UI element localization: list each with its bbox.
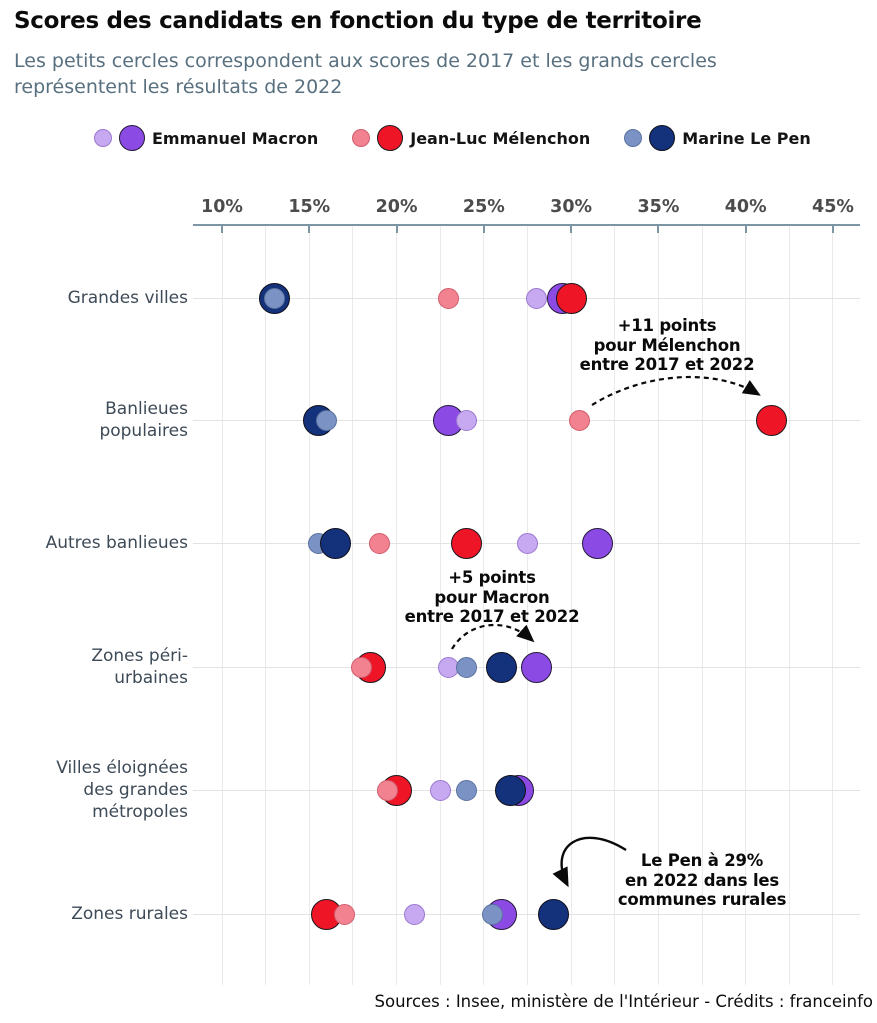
gridline: [396, 226, 398, 985]
dot-macron-2017: [516, 532, 538, 554]
row-label: Banlieues populaires: [99, 399, 188, 441]
dot-lepen-2017: [263, 287, 285, 309]
dot-lepen-2022: [319, 527, 351, 559]
dot-lepen-2017: [455, 779, 477, 801]
dot-melenchon-2022: [555, 282, 587, 314]
row-guide-line: [193, 420, 860, 421]
axis-tick-label: 10%: [201, 197, 243, 217]
dot-melenchon-2017: [569, 409, 591, 431]
axis-tick: [482, 224, 485, 233]
legend-dot-macron-2022: [119, 125, 145, 151]
dot-lepen-2022: [538, 898, 570, 930]
axis-tick: [744, 224, 747, 233]
source-credits: Sources : Insee, ministère de l'Intérieu…: [374, 992, 874, 1011]
chart-subtitle: Les petits cercles correspondent aux sco…: [14, 50, 717, 98]
axis-tick-label: 40%: [724, 197, 767, 217]
legend-dot-melenchon-2017: [352, 129, 371, 147]
gridline: [657, 226, 659, 985]
dot-melenchon-2017: [351, 656, 373, 678]
gridline: [745, 226, 747, 985]
legend-dot-lepen-2022: [649, 125, 676, 151]
legend-label: Jean-Luc Mélenchon: [410, 128, 591, 148]
legend-item-macron: Emmanuel Macron: [94, 125, 318, 151]
axis-tick: [308, 224, 311, 233]
gridline: [265, 226, 267, 985]
gridline: [614, 226, 616, 985]
legend-label: Marine Le Pen: [682, 128, 811, 148]
row-label: Villes éloignées des grandes métropoles: [56, 758, 188, 822]
arrow-melenchon-dashed: [591, 375, 761, 406]
gridline: [221, 226, 223, 985]
legend-item-melenchon: Jean-Luc Mélenchon: [352, 125, 590, 151]
gridline: [439, 226, 441, 985]
legend-item-lepen: Marine Le Pen: [624, 125, 811, 151]
annotation-melenchon: +11 points pour Mélenchon entre 2017 et …: [579, 316, 755, 374]
arrow-macron-dashed: [451, 623, 535, 650]
dot-melenchon-2017: [377, 779, 399, 801]
axis-tick-label: 25%: [462, 197, 505, 217]
legend-dot-lepen-2017: [624, 129, 643, 147]
axis-tick-label: 30%: [550, 197, 593, 217]
dot-lepen-2022: [494, 774, 526, 806]
row-guide-line: [193, 914, 860, 915]
dot-melenchon-2017: [368, 532, 390, 554]
annotation-macron: +5 points pour Macron entre 2017 et 2022: [404, 568, 580, 626]
axis-tick: [570, 224, 573, 233]
axis-tick: [831, 224, 834, 233]
gridline: [352, 226, 354, 985]
dot-macron-2017: [455, 409, 477, 431]
dot-macron-2022: [520, 651, 552, 683]
annotation-lepen: Le Pen à 29% en 2022 dans les communes r…: [617, 851, 787, 909]
row-label: Grandes villes: [67, 288, 188, 308]
legend: Emmanuel Macron Jean-Luc Mélenchon Marine …: [94, 120, 811, 156]
row-label: Zones péri- urbaines: [91, 646, 188, 688]
dot-macron-2017: [403, 903, 425, 925]
chart-title: Scores des candidats en fonction du type…: [14, 8, 702, 34]
row-label: Autres banlieues: [45, 533, 188, 553]
axis-tick-label: 20%: [375, 197, 418, 217]
dot-lepen-2017: [482, 903, 504, 925]
dot-lepen-2022: [485, 651, 517, 683]
dot-lepen-2017: [316, 409, 338, 431]
dot-melenchon-2022: [450, 527, 482, 559]
dot-melenchon-2022: [756, 404, 788, 436]
axis-tick-label: 45%: [812, 197, 854, 217]
gridline: [701, 226, 703, 985]
gridline: [526, 226, 528, 985]
dot-melenchon-2017: [438, 287, 460, 309]
gridline: [308, 226, 310, 985]
dot-lepen-2017: [455, 656, 477, 678]
dot-melenchon-2017: [333, 903, 355, 925]
axis-tick-label: 15%: [288, 197, 331, 217]
dot-macron-2017: [525, 287, 547, 309]
axis-tick: [657, 224, 660, 233]
axis-tick: [395, 224, 398, 233]
dot-macron-2022: [581, 527, 613, 559]
legend-dot-melenchon-2022: [377, 125, 404, 151]
x-axis-line: [193, 224, 860, 226]
axis-tick-label: 35%: [637, 197, 680, 217]
axis-tick: [221, 224, 223, 233]
legend-label: Emmanuel Macron: [152, 128, 319, 148]
gridline: [570, 226, 572, 985]
row-label: Zones rurales: [71, 904, 188, 924]
dot-macron-2017: [429, 779, 451, 801]
gridline: [832, 226, 834, 985]
gridline: [788, 226, 790, 985]
gridline: [483, 226, 485, 985]
legend-dot-macron-2017: [94, 129, 112, 147]
